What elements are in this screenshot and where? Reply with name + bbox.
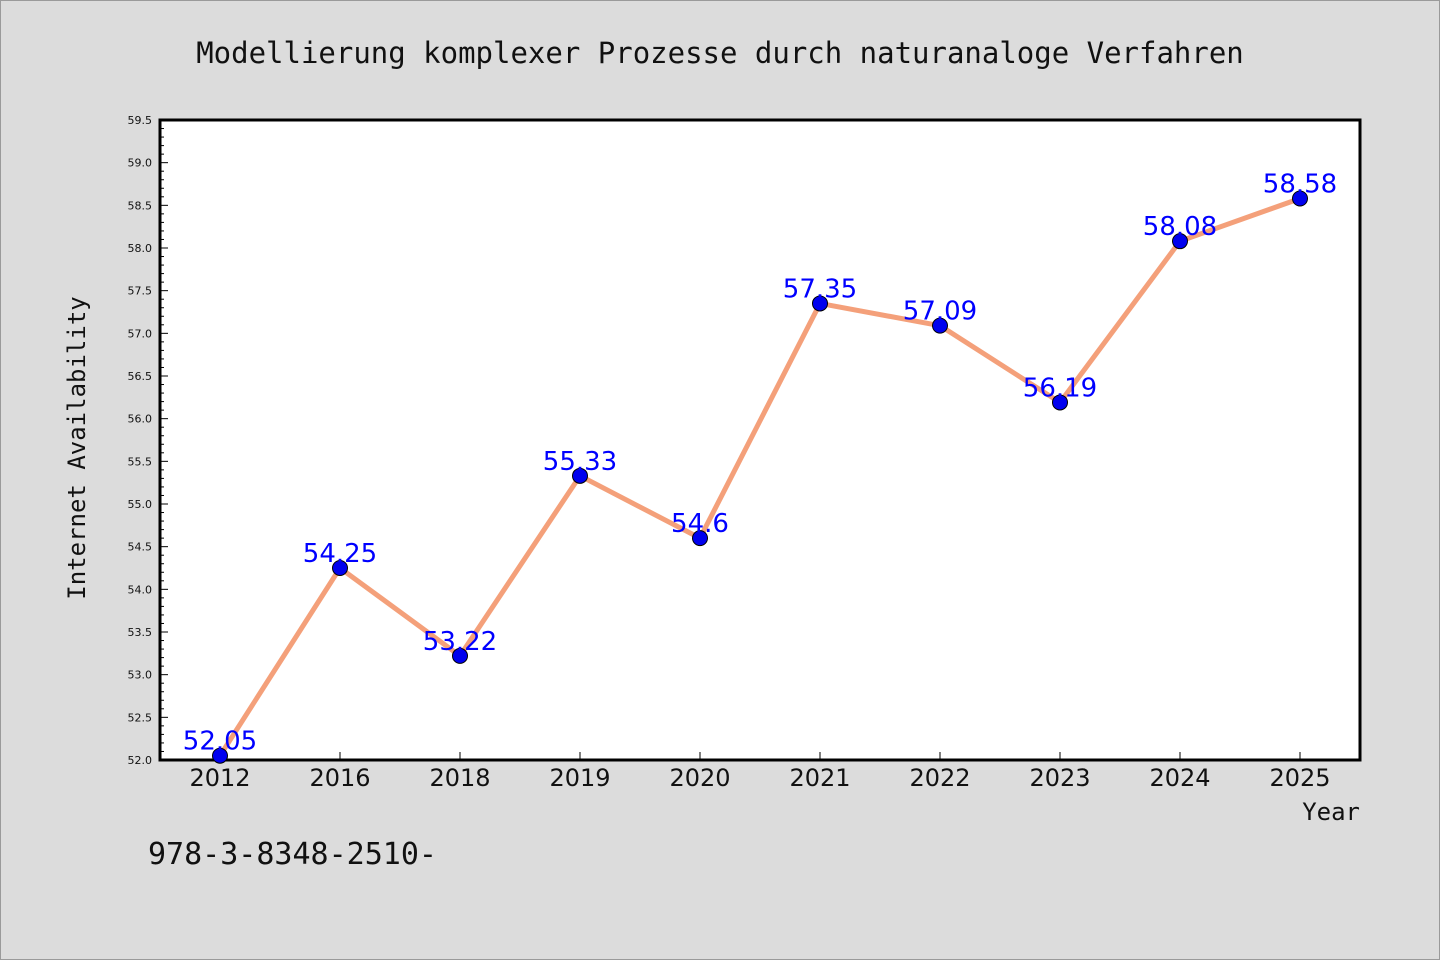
data-series: [212, 190, 1308, 764]
x-tick-label: 2018: [429, 764, 490, 792]
y-tick-label: 55.5: [128, 455, 153, 468]
y-tick-label: 57.0: [128, 327, 153, 340]
data-label: 56.19: [1023, 373, 1097, 403]
y-axis: 52.0 52.5 53.0 53.5 54.0 54.5 55.0 55.5 56.0 56.5…: [128, 114, 168, 767]
x-tick-label: 2020: [669, 764, 730, 792]
y-tick-label: 56.0: [128, 413, 153, 426]
data-point: [692, 530, 708, 547]
y-tick-label: 58.0: [128, 242, 153, 255]
data-label: 54.25: [303, 539, 377, 569]
data-point: [1292, 190, 1308, 207]
data-point: [452, 647, 468, 664]
data-labels: 52.05 54.25 53.22 55.33 54.6 57.35 57.09 56.19 5…: [183, 170, 1337, 757]
data-label: 58.08: [1143, 212, 1217, 242]
data-point: [332, 560, 348, 576]
data-point: [812, 295, 828, 312]
data-label: 53.22: [423, 627, 497, 657]
y-tick-label: 54.0: [128, 583, 153, 596]
data-label: 58.58: [1263, 170, 1337, 200]
x-tick-label: 2025: [1269, 764, 1330, 792]
y-tick-label: 54.5: [128, 541, 153, 554]
y-axis-label: Internet Availability: [63, 296, 91, 599]
y-tick-label: 56.5: [128, 370, 153, 383]
data-point: [1172, 233, 1188, 250]
data-point: [212, 747, 228, 764]
x-tick-label: 2019: [549, 764, 610, 792]
data-label: 54.6: [671, 509, 729, 539]
y-tick-label: 58.5: [128, 199, 153, 212]
data-point: [932, 317, 948, 334]
x-tick-label: 2023: [1029, 764, 1090, 792]
data-point: [1052, 394, 1068, 411]
y-tick-label: 53.5: [128, 626, 153, 639]
y-tick-label: 59.5: [128, 114, 153, 127]
x-tick-label: 2021: [789, 764, 850, 792]
x-tick-label: 2016: [309, 764, 370, 792]
y-tick-label: 57.5: [128, 285, 153, 298]
y-tick-label: 52.5: [128, 711, 153, 724]
data-label: 55.33: [543, 447, 617, 477]
x-tick-label: 2012: [189, 764, 250, 792]
y-tick-label: 55.0: [128, 498, 153, 511]
y-tick-label: 53.0: [128, 669, 153, 682]
x-tick-label: 2024: [1149, 764, 1210, 792]
y-tick-label: 52.0: [128, 754, 153, 767]
data-label: 57.35: [783, 274, 857, 304]
data-label: 57.09: [903, 297, 977, 327]
data-point: [572, 467, 588, 484]
y-tick-label: 59.0: [128, 157, 153, 170]
isbn-text: 978-3-8348-2510-: [148, 837, 437, 872]
x-tick-label: 2022: [909, 764, 970, 792]
x-axis-label: Year: [1302, 798, 1360, 826]
data-label: 52.05: [183, 727, 257, 757]
series-line: [217, 196, 1303, 759]
plot-area: [158, 118, 1362, 762]
chart-title: Modellierung komplexer Prozesse durch na…: [196, 36, 1244, 70]
x-axis: 2012 2016 2018 2019 2020 2021 2022 2023 2024 2025: [189, 752, 1331, 792]
